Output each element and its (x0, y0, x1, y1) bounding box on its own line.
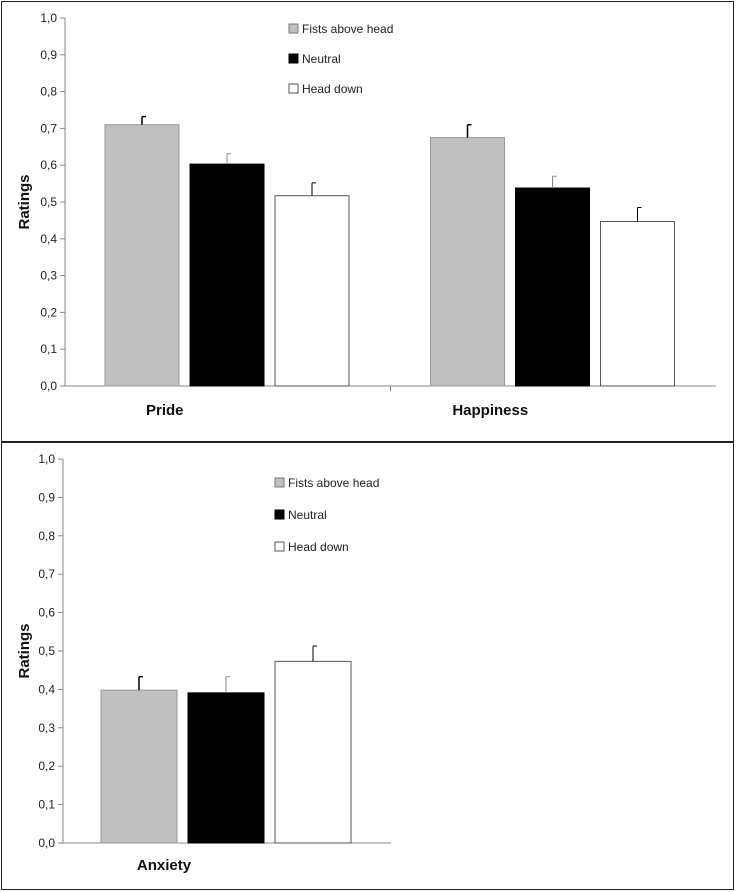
y-tick-label: 0,3 (38, 721, 55, 735)
bar-pride-neutral (189, 163, 265, 387)
bar-happiness-neutral (515, 187, 590, 387)
y-tick-label: 0,8 (40, 85, 57, 99)
y-tick-label: 0,7 (38, 567, 55, 581)
y-tick-label: 0,0 (40, 379, 57, 393)
y-tick-label: 0,4 (38, 682, 55, 696)
y-tick-label: 0,5 (40, 195, 57, 209)
bar-happiness-head-down (600, 221, 675, 387)
y-tick-label: 0,2 (40, 305, 57, 319)
y-tick-label: 0,0 (38, 836, 55, 850)
category-label-anxiety: Anxiety (137, 857, 192, 874)
y-tick-label: 0,6 (40, 158, 57, 172)
category-label-happiness: Happiness (452, 402, 528, 419)
legend-label: Head down (302, 82, 363, 96)
legend-swatch (274, 477, 285, 488)
y-tick-label: 0,9 (38, 490, 55, 504)
y-tick-label: 0,8 (38, 529, 55, 543)
legend-label: Fists above head (302, 22, 393, 36)
legend-label: Neutral (288, 508, 327, 522)
y-tick-label: 0,6 (38, 606, 55, 620)
bar-chart-pride-happiness: 0,0 0,1 0,2 0,3 0,4 0,5 0,6 0,7 0,8 0,9 1,0 Ratings… (16, 11, 716, 419)
chart-panel-top: 0,0 0,1 0,2 0,3 0,4 0,5 0,6 0,7 0,8 0,9 1,0 Ratings… (1, 1, 734, 442)
bar-anxiety-neutral (187, 692, 265, 844)
bar-pride-head-down (274, 195, 350, 387)
y-tick-label: 0,7 (40, 121, 57, 135)
bar-chart-anxiety: 0,0 0,1 0,2 0,3 0,4 0,5 0,6 0,7 0,8 0,9 1,0 Ratings… (16, 452, 391, 874)
legend-swatch (288, 83, 299, 94)
y-tick-label: 0,9 (40, 48, 57, 62)
bar-anxiety-head-down (274, 660, 352, 844)
legend-label: Head down (288, 540, 349, 554)
bar-anxiety-fists-above-head (100, 689, 178, 844)
y-tick-label: 1,0 (38, 452, 55, 466)
y-axis-label: Ratings (16, 174, 33, 229)
bar-pride-fists-above-head (104, 124, 180, 387)
y-tick-label: 1,0 (40, 11, 57, 25)
legend-swatch (274, 541, 285, 552)
y-tick-label: 0,2 (38, 759, 55, 773)
y-tick-label: 0,1 (38, 798, 55, 812)
y-tick-label: 0,5 (38, 644, 55, 658)
legend-swatch (288, 23, 299, 34)
y-axis-label: Ratings (16, 623, 33, 678)
legend-label: Neutral (302, 52, 341, 66)
chart-panel-bottom: 0,0 0,1 0,2 0,3 0,4 0,5 0,6 0,7 0,8 0,9 1,0 Ratings… (1, 442, 734, 890)
y-tick-label: 0,4 (40, 232, 57, 246)
legend-swatch (288, 53, 299, 64)
legend-label: Fists above head (288, 476, 379, 490)
y-tick-label: 0,1 (40, 342, 57, 356)
legend-swatch (274, 509, 285, 520)
y-tick-label: 0,3 (40, 269, 57, 283)
category-label-pride: Pride (146, 402, 184, 419)
bar-happiness-fists-above-head (430, 137, 505, 387)
